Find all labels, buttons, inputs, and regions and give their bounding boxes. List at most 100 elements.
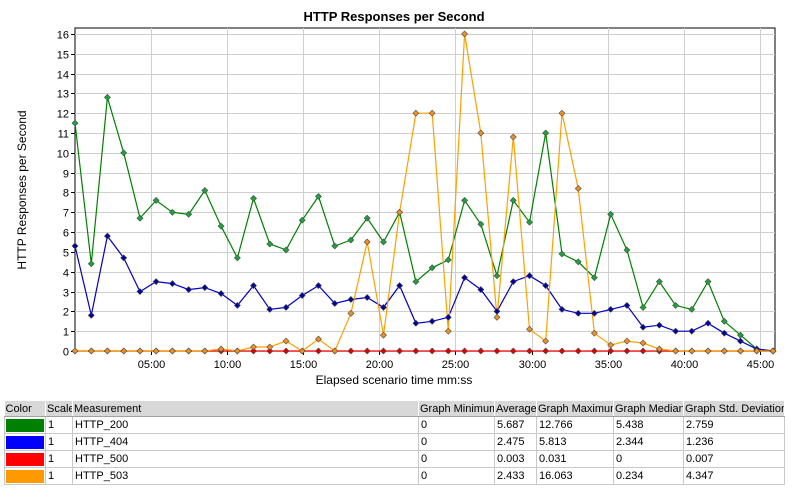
y-tick-label: 13: [57, 89, 69, 101]
measurement-cell: HTTP_404: [72, 433, 419, 451]
data-point-http-404: [526, 272, 533, 280]
x-tick-label: 45:00: [747, 359, 775, 371]
color-cell[interactable]: [4, 416, 46, 434]
data-point-http-404: [428, 317, 436, 325]
data-point-http-503: [526, 325, 533, 333]
data-point-http-404: [590, 309, 598, 317]
data-point-http-200: [233, 254, 241, 262]
data-point-http-500: [266, 347, 274, 355]
x-axis-ticks: 05:00 10:00 15:00 20:00 25:00 30:00 35:00 40:00…: [138, 351, 775, 371]
y-tick-label: 3: [63, 288, 69, 300]
data-point-http-200: [590, 274, 598, 282]
data-point-http-404: [185, 286, 193, 293]
data-point-http-200: [266, 240, 274, 248]
header-graph-std-deviation[interactable]: Graph Std. Deviation: [683, 401, 785, 417]
graph-std-deviation-cell: 4.347: [683, 467, 785, 485]
data-point-http-200: [87, 260, 95, 268]
data-point-http-404: [607, 305, 615, 313]
data-point-http-404: [623, 301, 631, 309]
data-point-http-200: [607, 210, 615, 218]
y-tick-label: 5: [63, 248, 69, 260]
header-graph-minimum[interactable]: Graph Minimum: [418, 401, 495, 417]
data-point-http-500: [347, 347, 355, 355]
color-swatch: [6, 418, 44, 432]
data-point-http-503: [590, 329, 598, 337]
y-tick-label: 12: [57, 109, 69, 121]
data-point-http-503: [477, 129, 485, 137]
data-point-http-503: [185, 347, 193, 355]
graph-median-cell: 5.438: [613, 416, 684, 434]
data-point-http-503: [509, 133, 517, 141]
data-point-http-404: [737, 337, 744, 345]
data-point-http-200: [136, 214, 144, 222]
header-average[interactable]: Average: [494, 401, 537, 417]
data-point-http-503: [347, 309, 355, 317]
legend-row[interactable]: 1 HTTP_404 0 2.475 5.813 2.344 1.236: [4, 433, 785, 451]
data-point-http-500: [542, 347, 550, 355]
data-point-http-200: [201, 187, 209, 194]
y-tick-label: 6: [63, 228, 69, 240]
header-measurement[interactable]: Measurement: [72, 401, 419, 417]
data-point-http-503: [298, 347, 306, 355]
data-point-http-503: [493, 313, 501, 321]
data-point-http-404: [412, 319, 420, 327]
legend-row[interactable]: 1 HTTP_503 0 2.433 16.063 0.234 4.347: [4, 467, 785, 485]
average-cell: 2.475: [494, 433, 537, 451]
x-tick-label: 15:00: [290, 359, 318, 371]
header-color[interactable]: Color: [4, 401, 46, 417]
data-point-http-503: [639, 339, 647, 347]
data-point-http-200: [120, 149, 128, 157]
data-point-http-404: [655, 321, 663, 329]
data-point-http-503: [363, 238, 371, 246]
data-point-http-503: [380, 331, 387, 339]
header-graph-maximum[interactable]: Graph Maximum: [536, 401, 614, 417]
graph-maximum-cell: 0.031: [536, 450, 614, 468]
scale-cell: 1: [45, 450, 73, 468]
line-chart: HTTP Responses per Second 01234567891011…: [15, 9, 777, 387]
data-point-http-503: [607, 341, 615, 349]
y-tick-label: 16: [57, 30, 69, 42]
data-point-http-503: [655, 345, 663, 353]
data-point-http-200: [704, 278, 712, 286]
color-cell[interactable]: [4, 450, 46, 468]
data-point-http-404: [720, 329, 728, 337]
data-point-http-200: [152, 196, 160, 204]
legend-header-row: Color Scale Measurement Graph Minimum Av…: [4, 401, 785, 417]
data-point-http-500: [574, 347, 582, 355]
data-point-http-503: [250, 343, 257, 351]
color-swatch: [6, 469, 44, 483]
data-point-http-404: [347, 296, 355, 303]
data-point-http-404: [331, 300, 339, 307]
graph-median-cell: 0: [613, 450, 684, 468]
legend-row[interactable]: 1 HTTP_200 0 5.687 12.766 5.438 2.759: [4, 416, 785, 434]
scale-cell: 1: [45, 433, 73, 451]
graph-std-deviation-cell: 0.007: [683, 450, 785, 468]
color-cell[interactable]: [4, 433, 46, 451]
data-point-http-200: [720, 317, 728, 325]
header-scale[interactable]: Scale: [45, 401, 73, 417]
measurement-cell: HTTP_500: [72, 450, 419, 468]
y-tick-label: 2: [63, 307, 69, 319]
data-point-http-500: [558, 347, 566, 355]
data-point-http-503: [428, 109, 436, 117]
graph-std-deviation-cell: 1.236: [683, 433, 785, 451]
header-graph-median[interactable]: Graph Median: [613, 401, 684, 417]
data-point-http-500: [477, 347, 485, 355]
data-point-http-200: [298, 216, 306, 224]
data-point-http-503: [737, 347, 744, 355]
data-point-http-200: [168, 208, 176, 216]
data-point-http-200: [526, 218, 533, 226]
average-cell: 5.687: [494, 416, 537, 434]
data-point-http-500: [315, 347, 322, 355]
data-point-http-503: [558, 109, 566, 117]
color-cell[interactable]: [4, 467, 46, 485]
data-point-http-404: [574, 309, 582, 317]
legend-row[interactable]: 1 HTTP_500 0 0.003 0.031 0 0.007: [4, 450, 785, 468]
x-tick-label: 35:00: [595, 359, 623, 371]
data-point-http-200: [363, 214, 371, 222]
data-point-http-503: [87, 347, 95, 355]
data-point-http-200: [461, 196, 468, 204]
chart-title: HTTP Responses per Second: [303, 9, 484, 24]
data-point-http-503: [331, 347, 339, 355]
